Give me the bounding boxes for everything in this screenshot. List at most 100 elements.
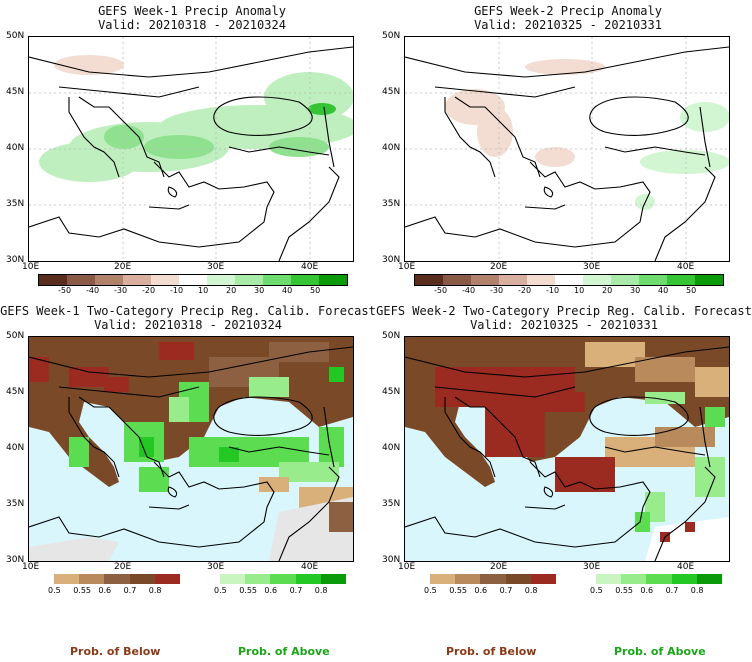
colorbar-tick-label: -10 — [546, 286, 560, 295]
colorbar-tick-label: -40 — [86, 286, 100, 295]
lon-label: 20E — [114, 262, 132, 272]
map-week2-two-category — [404, 336, 730, 562]
prob-below-label: Prob. of Below — [446, 645, 537, 658]
lat-label: 50N — [382, 331, 401, 341]
lat-label: 45N — [382, 387, 401, 397]
above-colorbar — [220, 574, 346, 584]
lon-label: 10E — [398, 562, 416, 572]
lat-label: 35N — [6, 499, 25, 509]
map-week1-anomaly — [28, 36, 354, 262]
anomaly-colorbar — [38, 274, 348, 286]
colorbar-swatch — [263, 275, 291, 285]
lat-label: 50N — [6, 31, 25, 41]
colorbar-swatch — [611, 275, 639, 285]
colorbar-tick-label: 0.5 — [590, 586, 603, 595]
anomaly-colorbar-labels: -50 -40 -30 -20 -10 10 20 30 40 50 — [38, 286, 346, 298]
lon-label: 40E — [677, 262, 695, 272]
colorbar-tick-label: 0.8 — [148, 586, 162, 595]
lat-label: 30N — [6, 255, 25, 265]
colorbar-tick-label: 40 — [282, 286, 293, 295]
colorbar-swatch — [207, 275, 235, 285]
colorbar-tick-label: 50 — [310, 286, 321, 295]
colorbar-swatch — [154, 574, 180, 584]
colorbar-tick-label: 0.8 — [524, 586, 538, 595]
lat-label: 35N — [382, 199, 401, 209]
map-week2-anomaly — [404, 36, 730, 262]
colorbar-swatch — [530, 574, 556, 584]
below-colorbar — [54, 574, 180, 584]
colorbar-swatch — [67, 275, 95, 285]
colorbar-swatch — [245, 574, 271, 584]
colorbar-swatch — [151, 275, 179, 285]
colorbar-swatch — [671, 574, 697, 584]
lat-label: 35N — [6, 199, 25, 209]
lon-label: 30E — [207, 262, 225, 272]
lat-label: 35N — [382, 499, 401, 509]
above-colorbar — [596, 574, 722, 584]
panel-title: GEFS Week-1 Two-Category Precip Reg. Cal… — [0, 304, 376, 318]
lat-label: 45N — [6, 387, 25, 397]
colorbar-tick-label: 0.55 — [449, 586, 467, 595]
colorbar-tick-label: 0.5 — [424, 586, 437, 595]
colorbar-swatch — [291, 275, 319, 285]
colorbar-tick-label: 30 — [630, 286, 641, 295]
lon-label: 10E — [22, 262, 40, 272]
below-colorbar — [430, 574, 556, 584]
colorbar-tick-label: 40 — [658, 286, 669, 295]
below-colorbar-labels: 0.5 0.55 0.6 0.7 0.8 — [46, 586, 186, 598]
panel-valid: Valid: 20210325 - 20210331 — [470, 318, 658, 332]
colorbar-swatch — [621, 574, 647, 584]
colorbar-swatch — [270, 574, 296, 584]
lon-label: 20E — [490, 562, 508, 572]
colorbar-swatch — [179, 275, 207, 285]
colorbar-swatch — [54, 574, 80, 584]
colorbar-swatch — [430, 574, 456, 584]
colorbar-tick-label: 0.8 — [314, 586, 328, 595]
colorbar-swatch — [455, 574, 481, 584]
lon-label: 40E — [677, 562, 695, 572]
colorbar-swatch — [583, 275, 611, 285]
colorbar-tick-label: 10 — [574, 286, 585, 295]
colorbar-tick-label: -20 — [518, 286, 532, 295]
lat-label: 40N — [6, 443, 25, 453]
lat-label: 40N — [382, 443, 401, 453]
colorbar-swatch — [129, 574, 155, 584]
colorbar-tick-label: 0.7 — [289, 586, 303, 595]
colorbar-tick-label: 20 — [226, 286, 237, 295]
lon-label: 30E — [583, 262, 601, 272]
colorbar-swatch — [295, 574, 321, 584]
colorbar-swatch — [123, 275, 151, 285]
colorbar-swatch — [471, 275, 499, 285]
lat-label: 45N — [6, 87, 25, 97]
lat-label: 30N — [382, 255, 401, 265]
colorbar-swatch — [319, 275, 347, 285]
colorbar-swatch — [596, 574, 622, 584]
colorbar-swatch — [415, 275, 443, 285]
anomaly-colorbar — [414, 274, 724, 286]
colorbar-tick-label: 0.55 — [239, 586, 257, 595]
colorbar-swatch — [480, 574, 506, 584]
lon-label: 40E — [301, 562, 319, 572]
lon-label: 10E — [22, 562, 40, 572]
panel-title: GEFS Week-2 Two-Category Precip Reg. Cal… — [376, 304, 752, 318]
prob-above-label: Prob. of Above — [614, 645, 706, 658]
panel-title: GEFS Week-1 Precip Anomaly — [98, 4, 286, 18]
colorbar-tick-label: -10 — [170, 286, 184, 295]
colorbar-swatch — [320, 574, 346, 584]
panel-valid: Valid: 20210325 - 20210331 — [474, 18, 662, 32]
colorbar-tick-label: 0.6 — [474, 586, 488, 595]
lat-label: 30N — [6, 555, 25, 565]
colorbar-tick-label: 20 — [602, 286, 613, 295]
colorbar-swatch — [696, 574, 722, 584]
colorbar-swatch — [646, 574, 672, 584]
colorbar-tick-label: 0.5 — [48, 586, 61, 595]
lon-label: 20E — [490, 262, 508, 272]
panel-week2-two-category: GEFS Week-2 Two-Category Precip Reg. Cal… — [376, 300, 752, 600]
colorbar-swatch — [104, 574, 130, 584]
colorbar-tick-label: 0.5 — [214, 586, 227, 595]
colorbar-tick-label: -40 — [462, 286, 476, 295]
colorbar-swatch — [667, 275, 695, 285]
colorbar-tick-label: -50 — [58, 286, 72, 295]
lat-label: 40N — [382, 143, 401, 153]
lat-label: 50N — [382, 31, 401, 41]
